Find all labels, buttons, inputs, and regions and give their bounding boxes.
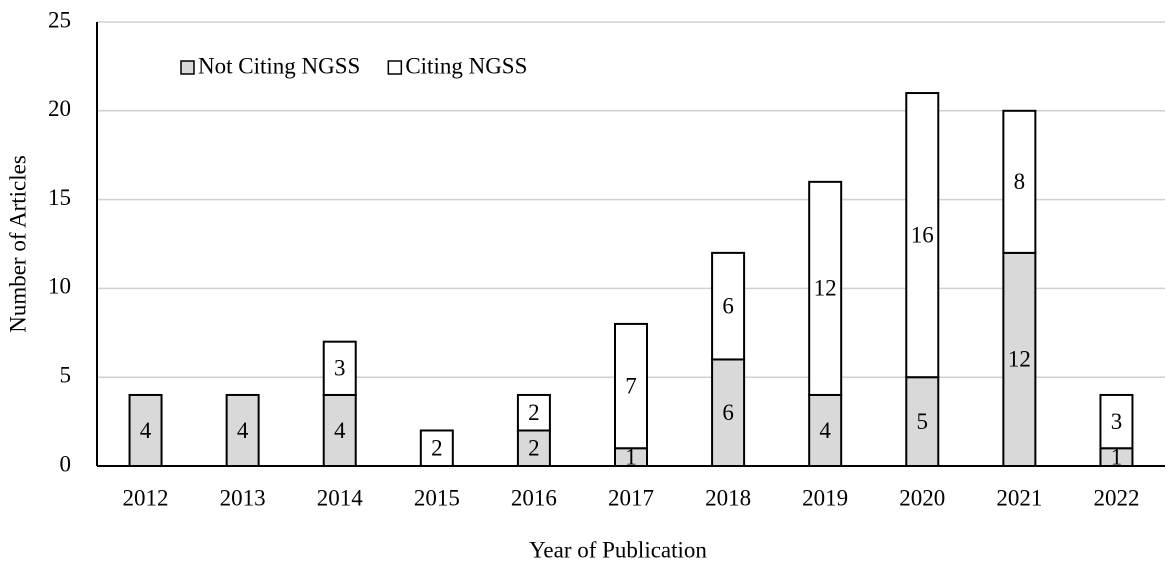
x-tick-label: 2017 — [608, 485, 654, 510]
bar-segment — [322, 393, 357, 467]
data-label: 1 — [1111, 444, 1123, 469]
data-label: 4 — [334, 418, 346, 443]
data-label: 16 — [911, 222, 934, 247]
data-label: 4 — [237, 418, 249, 443]
data-label: 12 — [814, 276, 837, 301]
x-tick-label: 2014 — [317, 485, 364, 510]
bar-segment — [1002, 251, 1037, 467]
bar-segment — [614, 322, 648, 450]
x-tick-label: 2021 — [996, 485, 1042, 510]
bar-segment — [711, 358, 746, 467]
x-axis-label: Year of Publication — [529, 537, 707, 562]
x-tick-label: 2012 — [123, 485, 169, 510]
data-label: 4 — [819, 418, 831, 443]
x-tick-label: 2013 — [220, 485, 266, 510]
x-tick-label: 2015 — [414, 485, 460, 510]
y-axis-label: Number of Articles — [5, 155, 30, 333]
data-label: 8 — [1014, 169, 1026, 194]
data-label: 5 — [917, 409, 929, 434]
bar-segment — [905, 92, 940, 379]
bar-segment — [419, 429, 454, 468]
data-label: 3 — [334, 356, 346, 381]
data-label: 3 — [1111, 409, 1123, 434]
y-tick-label: 5 — [60, 362, 72, 387]
legend-swatch — [180, 60, 195, 75]
bar-segment — [516, 393, 551, 432]
data-label: 2 — [528, 436, 540, 461]
data-label: 2 — [528, 400, 540, 425]
bar-segment — [808, 180, 843, 396]
legend-label: Citing NGSS — [405, 53, 527, 78]
bar-segment — [322, 340, 357, 396]
bar-segment — [225, 393, 260, 467]
bar-segment — [1002, 109, 1037, 254]
data-label: 6 — [722, 293, 734, 318]
bar-segment — [516, 429, 551, 468]
y-tick-label: 20 — [48, 96, 71, 121]
bar-segment — [1099, 393, 1134, 450]
data-label: 7 — [625, 373, 637, 398]
legend-label: Not Citing NGSS — [198, 53, 360, 78]
x-tick-label: 2020 — [899, 485, 945, 510]
legend-swatch — [387, 60, 403, 75]
y-tick-label: 15 — [48, 185, 71, 210]
data-label: 4 — [140, 418, 152, 443]
data-label: 1 — [625, 444, 637, 469]
x-tick-label: 2022 — [1093, 485, 1139, 510]
y-tick-label: 25 — [48, 7, 71, 32]
y-tick-label: 0 — [60, 451, 72, 476]
y-tick-label: 10 — [48, 274, 71, 299]
x-tick-label: 2016 — [511, 485, 557, 510]
data-label: 2 — [431, 436, 443, 461]
data-label: 12 — [1008, 347, 1031, 372]
data-label: 6 — [722, 400, 734, 425]
x-tick-label: 2018 — [705, 485, 751, 510]
x-tick-label: 2019 — [802, 485, 848, 510]
bar-segment — [711, 251, 746, 361]
